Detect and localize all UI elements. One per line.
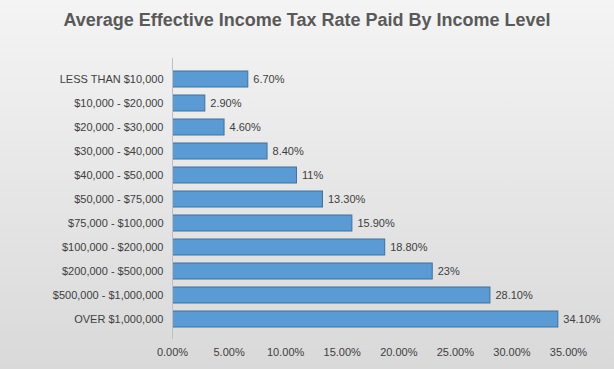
- svg-text:34.10%: 34.10%: [563, 313, 601, 325]
- svg-text:$500,000 - $1,000,000: $500,000 - $1,000,000: [53, 289, 164, 301]
- svg-text:15.00%: 15.00%: [324, 346, 362, 358]
- svg-text:OVER $1,000,000: OVER $1,000,000: [74, 313, 163, 325]
- svg-text:30.00%: 30.00%: [493, 346, 531, 358]
- svg-text:13.30%: 13.30%: [328, 193, 366, 205]
- svg-text:10.00%: 10.00%: [267, 346, 305, 358]
- svg-text:LESS THAN $10,000: LESS THAN $10,000: [60, 73, 164, 85]
- svg-text:$75,000 - $100,000: $75,000 - $100,000: [68, 217, 163, 229]
- svg-text:$40,000 - $50,000: $40,000 - $50,000: [74, 169, 163, 181]
- svg-text:35.00%: 35.00%: [550, 346, 588, 358]
- svg-text:18.80%: 18.80%: [390, 241, 428, 253]
- svg-text:5.00%: 5.00%: [213, 346, 244, 358]
- svg-text:20.00%: 20.00%: [380, 346, 418, 358]
- html-text:Average Effective Income Tax R: Average Effective Income Tax Rate Paid B…: [63, 10, 551, 30]
- svg-text:15.90%: 15.90%: [357, 217, 395, 229]
- svg-text:2.90%: 2.90%: [210, 97, 241, 109]
- svg-text:$50,000 - $75,000: $50,000 - $75,000: [74, 193, 163, 205]
- svg-text:$20,000 - $30,000: $20,000 - $30,000: [74, 121, 163, 133]
- svg-text:$10,000 - $20,000: $10,000 - $20,000: [74, 97, 163, 109]
- svg-text:28.10%: 28.10%: [495, 289, 533, 301]
- svg-text:8.40%: 8.40%: [273, 145, 304, 157]
- svg-text:11%: 11%: [302, 169, 323, 181]
- svg-text:0.00%: 0.00%: [157, 346, 188, 358]
- svg-text:$200,000 - $500,000: $200,000 - $500,000: [62, 265, 164, 277]
- svg-text:$30,000 - $40,000: $30,000 - $40,000: [74, 145, 163, 157]
- svg-text:25.00%: 25.00%: [437, 346, 475, 358]
- svg-text:23%: 23%: [438, 265, 460, 277]
- svg-text:6.70%: 6.70%: [253, 73, 284, 85]
- svg-text:$100,000 - $200,000: $100,000 - $200,000: [62, 241, 164, 253]
- svg-text:4.60%: 4.60%: [230, 121, 261, 133]
